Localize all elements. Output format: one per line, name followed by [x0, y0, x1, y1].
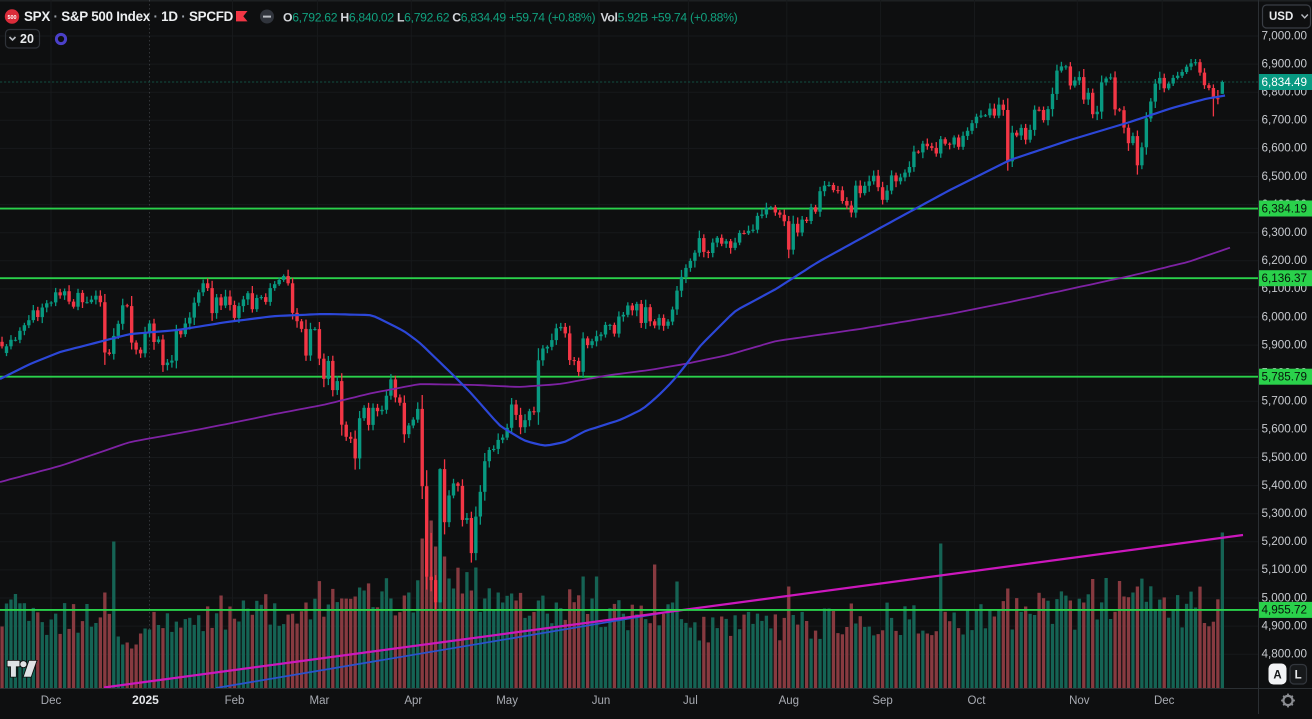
svg-text:Mar: Mar [309, 695, 329, 707]
svg-text:2025: 2025 [132, 693, 159, 707]
svg-text:6,200.00: 6,200.00 [1262, 254, 1308, 267]
svg-text:5,000.00: 5,000.00 [1262, 591, 1308, 604]
svg-text:SPX · S&P 500 Index · 1D · SPC: SPX · S&P 500 Index · 1D · SPCFD [24, 9, 234, 24]
svg-text:May: May [496, 695, 518, 707]
svg-text:Jun: Jun [592, 695, 611, 707]
svg-text:Apr: Apr [404, 695, 422, 707]
svg-text:5,300.00: 5,300.00 [1262, 507, 1308, 520]
svg-text:6,700.00: 6,700.00 [1262, 114, 1308, 127]
svg-text:6,000.00: 6,000.00 [1262, 310, 1308, 323]
svg-text:6,834.49: 6,834.49 [1262, 76, 1308, 89]
svg-text:20: 20 [20, 32, 34, 46]
svg-text:6,300.00: 6,300.00 [1262, 226, 1308, 239]
svg-text:Aug: Aug [779, 695, 799, 707]
svg-text:4,900.00: 4,900.00 [1262, 619, 1308, 632]
svg-text:6,500.00: 6,500.00 [1262, 170, 1308, 183]
svg-text:6,136.37: 6,136.37 [1262, 272, 1308, 285]
svg-text:Oct: Oct [968, 695, 987, 707]
svg-text:6,600.00: 6,600.00 [1262, 142, 1308, 155]
svg-text:5,400.00: 5,400.00 [1262, 479, 1308, 492]
svg-text:5,785.79: 5,785.79 [1262, 371, 1308, 384]
svg-text:USD: USD [1269, 11, 1293, 23]
svg-text:500: 500 [8, 15, 17, 21]
svg-text:Nov: Nov [1069, 695, 1090, 707]
svg-text:5,500.00: 5,500.00 [1262, 451, 1308, 464]
svg-text:A: A [1273, 670, 1281, 682]
svg-text:Dec: Dec [1154, 695, 1175, 707]
svg-text:Jul: Jul [683, 695, 698, 707]
svg-text:Sep: Sep [872, 695, 892, 707]
svg-text:L: L [1295, 670, 1302, 682]
svg-text:Dec: Dec [41, 695, 62, 707]
svg-text:5,900.00: 5,900.00 [1262, 338, 1308, 351]
svg-text:O6,792.62 H6,840.02 L6,792.62: O6,792.62 H6,840.02 L6,792.62 C6,834.49 … [283, 11, 738, 25]
svg-text:4,955.72: 4,955.72 [1262, 604, 1308, 617]
svg-text:6,384.19: 6,384.19 [1262, 202, 1308, 215]
svg-text:Feb: Feb [225, 695, 245, 707]
svg-text:7,000.00: 7,000.00 [1262, 29, 1308, 42]
svg-text:5,600.00: 5,600.00 [1262, 423, 1308, 436]
svg-text:6,900.00: 6,900.00 [1262, 57, 1308, 70]
svg-text:5,200.00: 5,200.00 [1262, 535, 1308, 548]
svg-text:5,700.00: 5,700.00 [1262, 395, 1308, 408]
svg-text:4,800.00: 4,800.00 [1262, 648, 1308, 661]
svg-text:5,100.00: 5,100.00 [1262, 563, 1308, 576]
